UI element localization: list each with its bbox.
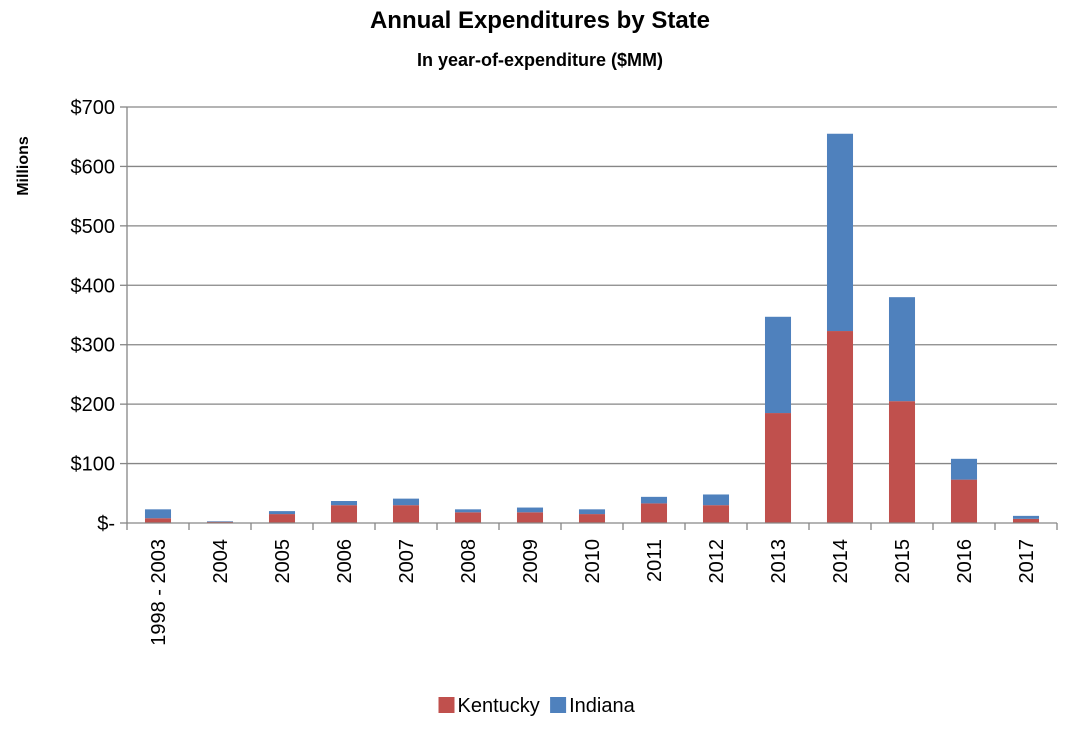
bar-segment (640, 496, 668, 504)
y-tick-label: $- (97, 513, 115, 535)
x-tick-label: 2010 (582, 539, 604, 584)
bars (144, 133, 1040, 523)
y-tick-label: $200 (71, 394, 116, 416)
legend: Kentucky Indiana (438, 695, 636, 717)
x-tick-label: 2011 (644, 539, 666, 582)
bar-segment (578, 509, 606, 515)
legend-label: Indiana (569, 695, 635, 717)
chart-title: Annual Expenditures by State (370, 7, 710, 34)
bar-segment (516, 507, 544, 513)
x-tick-label: 2004 (210, 539, 232, 584)
bar-segment (144, 509, 172, 519)
x-tick-label: 2014 (830, 539, 852, 584)
legend-swatch (550, 697, 567, 713)
bar-segment (392, 505, 420, 523)
bar-segment (330, 505, 358, 523)
bar-segment (392, 498, 420, 506)
bar-segment (268, 514, 296, 523)
bar-segment (1012, 518, 1040, 523)
y-tick-label: $600 (71, 156, 116, 178)
bar-segment (268, 511, 296, 515)
x-tick-label: 2016 (954, 539, 976, 584)
y-tick-label: $500 (71, 216, 116, 238)
bar-segment (826, 331, 854, 523)
bar-segment (764, 316, 792, 414)
bar-segment (950, 458, 978, 480)
bar-segment (330, 501, 358, 506)
gridlines (127, 106, 1057, 465)
bar-segment (516, 512, 544, 523)
y-tick-label: $700 (71, 97, 116, 119)
legend-label: Kentucky (458, 695, 540, 717)
x-tick-label: 1998 - 2003 (148, 539, 170, 646)
y-tick-label: $100 (71, 454, 116, 476)
bar-segment (702, 494, 730, 506)
bar-segment (640, 503, 668, 523)
x-tick-label: 2015 (892, 539, 914, 584)
x-tick-label: 2006 (334, 539, 356, 584)
bar-segment (454, 512, 482, 523)
legend-swatch (438, 697, 455, 713)
x-tick-label: 2005 (272, 539, 294, 584)
y-tick-labels: $- $100 $200 $300 $400 $500 $600 $700 (71, 97, 116, 535)
bar-segment (888, 401, 916, 523)
x-tick-label: 2012 (706, 539, 728, 584)
bar-segment (888, 297, 916, 402)
chart-subtitle: In year-of-expenditure ($MM) (417, 50, 663, 70)
bar-segment (764, 413, 792, 523)
axes (120, 106, 1058, 530)
bar-segment (454, 509, 482, 513)
y-tick-label: $400 (71, 275, 116, 297)
bar-segment (702, 505, 730, 523)
x-tick-label: 2017 (1016, 539, 1038, 584)
bar-segment (1012, 515, 1040, 519)
x-tick-label: 2007 (396, 539, 418, 584)
y-axis-label: Millions (15, 136, 32, 196)
bar-segment (578, 514, 606, 523)
x-tick-labels: 1998 - 2003 2004 2005 2006 2007 2008 2009 2010 2… (148, 539, 1038, 646)
bar-segment (826, 133, 854, 332)
x-tick-label: 2009 (520, 539, 542, 584)
x-tick-label: 2013 (768, 539, 790, 584)
bar-segment (144, 518, 172, 523)
y-tick-label: $300 (71, 335, 116, 357)
bar-segment (206, 521, 234, 522)
bar-segment (950, 479, 978, 523)
x-tick-label: 2008 (458, 539, 480, 584)
